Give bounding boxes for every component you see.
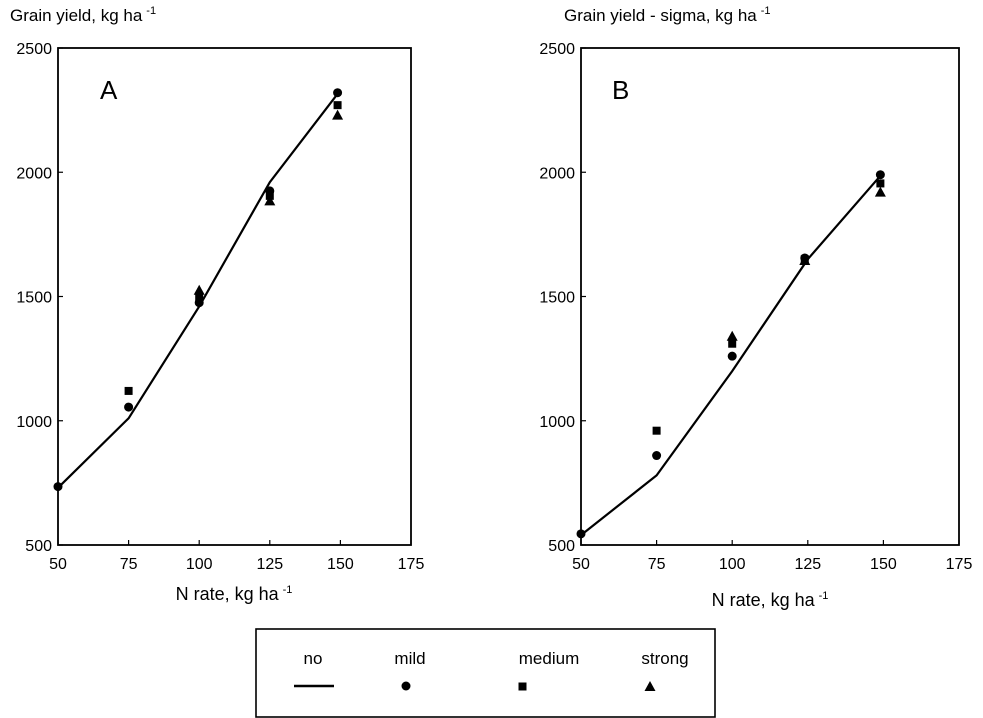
plot-frame [580, 47, 960, 546]
x-tick-label: 175 [946, 556, 973, 573]
point-medium [876, 179, 885, 188]
legend-box [255, 628, 716, 718]
point-strong [799, 254, 811, 265]
panel-letter: B [612, 75, 629, 105]
panel-letter: A [100, 75, 118, 105]
point-medium [728, 339, 737, 348]
y-tick-label: 500 [25, 538, 52, 555]
x-tick-label: 50 [572, 556, 590, 573]
y-tick-label: 1500 [16, 290, 52, 307]
panel-a: Grain yield, kg ha -1 A 50 75 100 125 150 175 … [10, 5, 424, 604]
point-strong [193, 284, 205, 295]
legend: no mild medium strong [255, 628, 716, 718]
x-tick-label: 125 [794, 556, 821, 573]
legend-label-strong: strong [641, 649, 688, 668]
x-tick-label: 150 [327, 556, 354, 573]
y-tick-label: 1500 [539, 290, 575, 307]
legend-label-mild: mild [394, 649, 425, 668]
point-strong [264, 195, 276, 206]
x-tick-label: 75 [648, 556, 666, 573]
panel-b: Grain yield - sigma, kg ha -1 B 50 75 100 12… [539, 5, 972, 610]
x-tick-labels: 50 75 100 125 150 175 [49, 540, 424, 573]
series-layer [53, 88, 344, 492]
y-tick-labels: 500 1000 1500 2000 2500 [16, 41, 63, 555]
x-tick-label: 175 [398, 556, 425, 573]
legend-circle-marker [401, 681, 411, 691]
y-tick-label: 2500 [539, 41, 575, 58]
x-tick-label: 125 [256, 556, 283, 573]
y-tick-label: 2000 [539, 165, 575, 182]
x-tick-label: 100 [186, 556, 213, 573]
point-strong [726, 330, 738, 341]
point-mild [652, 451, 662, 461]
x-tick-label: 150 [870, 556, 897, 573]
y-tick-labels: 500 1000 1500 2000 2500 [539, 41, 586, 555]
point-medium [333, 101, 342, 110]
point-mild [727, 351, 737, 361]
point-mild [576, 529, 586, 539]
series-layer [576, 170, 886, 539]
x-axis-label: N rate, kg ha -1 [176, 584, 293, 604]
legend-label-no: no [304, 649, 323, 668]
point-mild [124, 402, 134, 412]
point-medium [124, 386, 133, 395]
point-mild [333, 88, 343, 98]
y-tick-label: 1000 [539, 414, 575, 431]
y-tick-label: 2500 [16, 41, 52, 58]
x-tick-labels: 50 75 100 125 150 175 [572, 540, 972, 573]
series-line-no [580, 171, 885, 536]
y-tick-label: 1000 [16, 414, 52, 431]
y-tick-label: 2000 [16, 165, 52, 182]
y-axis-label: Grain yield, kg ha -1 [10, 5, 156, 25]
point-medium [195, 293, 204, 302]
y-tick-label: 500 [548, 538, 575, 555]
point-medium [652, 426, 661, 435]
point-mild [53, 482, 63, 492]
y-axis-label: Grain yield - sigma, kg ha -1 [564, 5, 771, 25]
x-tick-label: 75 [120, 556, 138, 573]
legend-square-marker [518, 682, 527, 691]
point-strong [874, 186, 886, 197]
legend-triangle-marker [644, 681, 656, 691]
legend-label-medium: medium [519, 649, 579, 668]
x-tick-label: 100 [719, 556, 746, 573]
x-tick-label: 50 [49, 556, 67, 573]
plot-frame [57, 47, 412, 546]
point-mild [875, 170, 885, 180]
point-strong [332, 109, 344, 120]
x-axis-label: N rate, kg ha -1 [712, 590, 829, 610]
